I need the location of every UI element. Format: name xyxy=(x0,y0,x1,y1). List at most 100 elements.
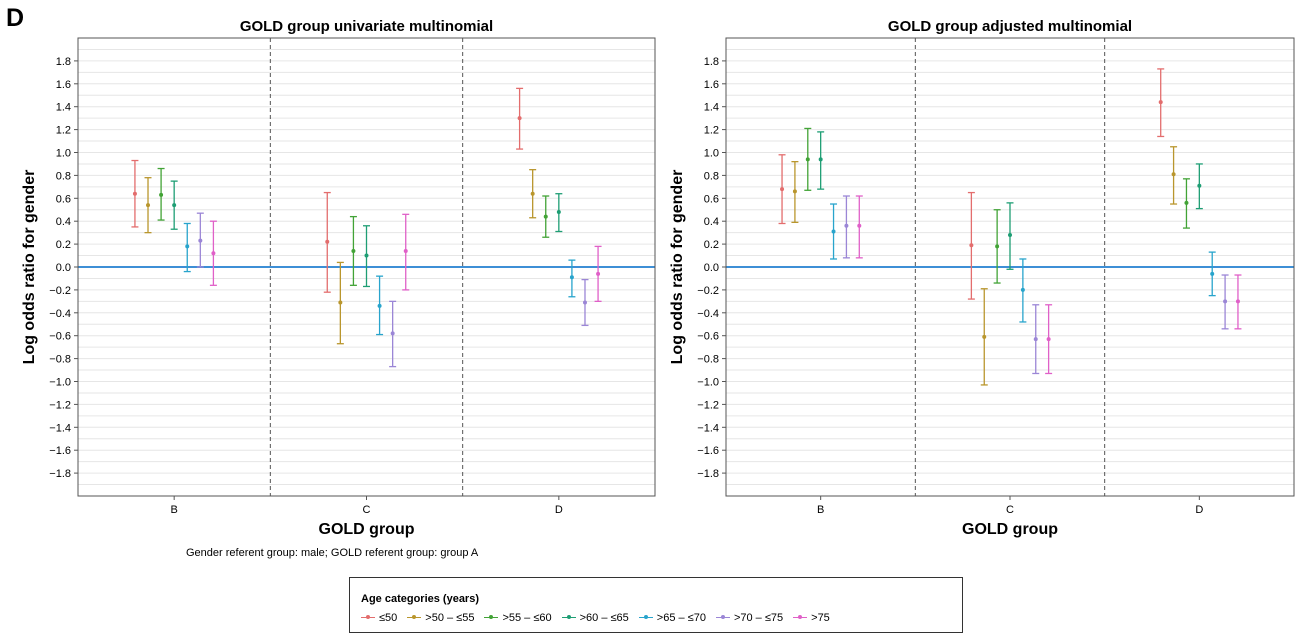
legend-swatch xyxy=(407,614,422,622)
point-estimate xyxy=(517,116,522,121)
y-tick-label: −0.6 xyxy=(697,331,719,343)
y-tick-label: 0.8 xyxy=(704,170,719,182)
y-tick-label: 1.0 xyxy=(704,148,719,160)
point-estimate xyxy=(543,214,548,219)
point-estimate xyxy=(596,271,601,276)
y-tick-label: −1.4 xyxy=(49,422,71,434)
legend-item: ≤50 xyxy=(361,612,397,624)
y-tick-label: −1.8 xyxy=(697,468,719,480)
y-tick-label: 0.2 xyxy=(704,239,719,251)
point-estimate xyxy=(995,244,1000,249)
legend-swatch xyxy=(361,614,375,622)
y-tick-label: 1.2 xyxy=(56,125,71,137)
point-estimate xyxy=(146,203,151,208)
legend-item: >70 – ≤75 xyxy=(715,612,784,624)
legend-item: >50 – ≤55 xyxy=(407,612,474,624)
y-tick-label: 0.6 xyxy=(56,193,71,205)
point-estimate xyxy=(185,244,190,249)
x-tick-label: B xyxy=(170,504,177,516)
footnote: Gender referent group: male; GOLD refere… xyxy=(186,547,479,559)
point-estimate xyxy=(818,157,823,162)
y-tick-label: −1.6 xyxy=(697,445,719,457)
point-estimate xyxy=(582,300,587,305)
legend-label: >75 xyxy=(811,612,830,624)
legend: Age categories (years) ≤50 >50 – ≤55 >55 –… xyxy=(349,577,963,633)
y-tick-label: 0.2 xyxy=(56,239,71,251)
point-estimate xyxy=(1171,172,1176,177)
point-estimate xyxy=(132,191,137,196)
point-estimate xyxy=(159,192,164,197)
y-tick-label: 1.0 xyxy=(56,148,71,160)
point-estimate xyxy=(338,300,343,305)
point-estimate xyxy=(530,191,535,196)
y-tick-label: 1.2 xyxy=(704,125,719,137)
x-axis-label: GOLD group xyxy=(962,521,1058,538)
y-axis-label: Log odds ratio for gender xyxy=(669,170,686,365)
y-tick-label: 1.8 xyxy=(704,56,719,68)
y-tick-label: −1.6 xyxy=(49,445,71,457)
legend-swatch xyxy=(638,614,653,622)
point-estimate xyxy=(857,223,862,228)
point-estimate xyxy=(198,238,203,243)
legend-label: ≤50 xyxy=(379,612,398,624)
legend-swatch xyxy=(793,614,808,622)
point-estimate xyxy=(969,243,974,248)
y-tick-label: 0.6 xyxy=(704,193,719,205)
point-estimate xyxy=(1033,337,1038,342)
y-tick-label: 0.8 xyxy=(56,170,71,182)
legend-items: ≤50 >50 – ≤55 >55 – ≤60 >60 – ≤65 >65 – ≤70 >… xyxy=(361,612,830,624)
y-axis-label: Log odds ratio for gender xyxy=(21,170,38,365)
point-estimate xyxy=(1046,337,1051,342)
y-tick-label: −1.8 xyxy=(49,468,71,480)
x-tick-label: D xyxy=(555,504,563,516)
point-estimate xyxy=(569,275,574,280)
y-tick-label: 1.4 xyxy=(704,102,719,114)
point-estimate xyxy=(1235,299,1240,304)
x-tick-label: D xyxy=(1195,504,1203,516)
point-estimate xyxy=(403,248,408,253)
point-estimate xyxy=(556,210,561,215)
chart-title: GOLD group univariate multinomial xyxy=(240,18,493,35)
point-estimate xyxy=(982,334,987,339)
point-estimate xyxy=(1197,183,1202,188)
legend-item: >65 – ≤70 xyxy=(638,612,706,624)
point-estimate xyxy=(805,157,810,162)
point-estimate xyxy=(390,331,395,336)
point-estimate xyxy=(377,303,382,308)
point-estimate xyxy=(1223,299,1228,304)
point-estimate xyxy=(1020,287,1025,292)
y-tick-label: 0.4 xyxy=(704,216,719,228)
y-tick-label: −1.2 xyxy=(697,399,719,411)
y-tick-label: 1.6 xyxy=(56,79,71,91)
legend-swatch xyxy=(561,614,576,622)
legend-label: >65 – ≤70 xyxy=(656,612,706,624)
y-tick-label: 1.8 xyxy=(56,56,71,68)
point-estimate xyxy=(831,229,836,234)
x-tick-label: C xyxy=(1006,504,1014,516)
point-estimate xyxy=(792,189,797,194)
y-tick-label: 0.0 xyxy=(56,262,71,274)
y-tick-label: −0.4 xyxy=(697,308,719,320)
panel-letter: D xyxy=(6,4,25,32)
y-tick-label: 0.0 xyxy=(704,262,719,274)
legend-item: >55 – ≤60 xyxy=(484,612,552,624)
legend-label: >50 – ≤55 xyxy=(425,612,475,624)
y-tick-label: 1.6 xyxy=(704,79,719,91)
point-estimate xyxy=(325,239,330,244)
x-tick-label: C xyxy=(363,504,371,516)
point-estimate xyxy=(780,187,785,192)
x-tick-label: B xyxy=(817,504,824,516)
y-tick-label: −1.2 xyxy=(49,399,71,411)
point-estimate xyxy=(211,251,216,256)
legend-label: >55 – ≤60 xyxy=(502,612,552,624)
legend-label: >70 – ≤75 xyxy=(733,612,784,624)
y-tick-label: 0.4 xyxy=(56,216,71,228)
y-tick-label: −1.0 xyxy=(49,377,71,389)
y-tick-label: −0.8 xyxy=(697,354,719,366)
y-tick-label: −0.2 xyxy=(49,285,71,297)
legend-swatch xyxy=(715,614,730,622)
point-estimate xyxy=(1210,271,1215,276)
x-axis-label: GOLD group xyxy=(319,521,415,538)
point-estimate xyxy=(172,203,177,208)
y-tick-label: 1.4 xyxy=(56,102,71,114)
